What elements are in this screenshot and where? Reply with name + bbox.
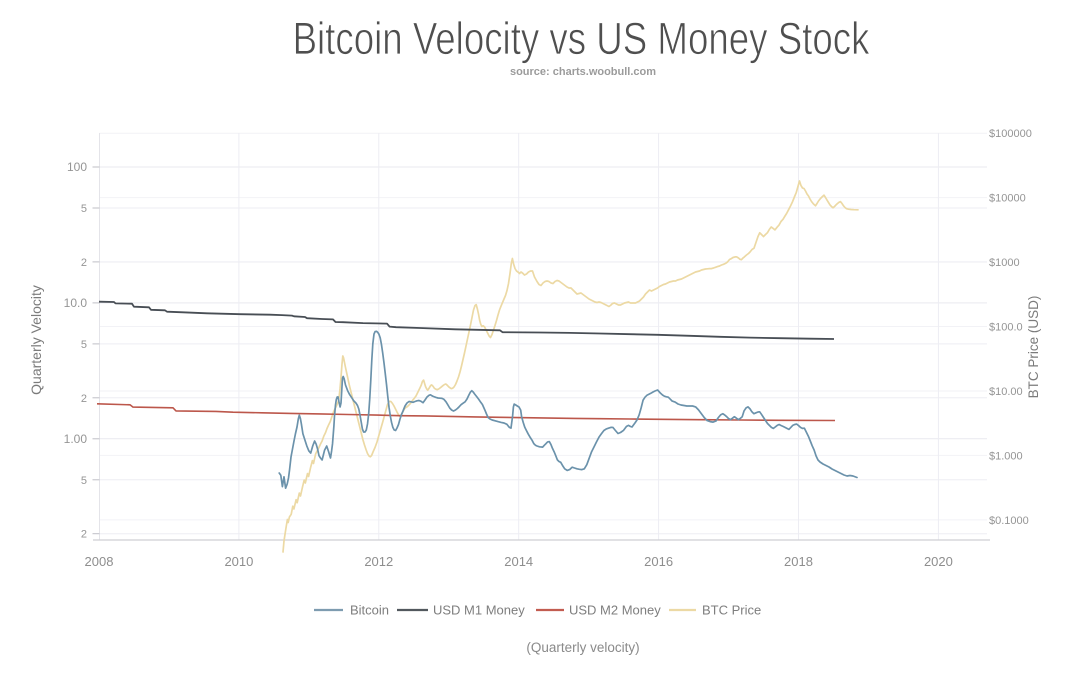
svg-text:2010: 2010	[224, 554, 253, 569]
svg-text:Bitcoin: Bitcoin	[350, 603, 389, 618]
svg-text:Quarterly Velocity: Quarterly Velocity	[28, 285, 44, 395]
svg-text:$10.00: $10.00	[989, 386, 1023, 398]
svg-text:2008: 2008	[85, 554, 114, 569]
svg-text:USD M1 Money: USD M1 Money	[433, 603, 525, 618]
svg-text:$1000: $1000	[989, 257, 1020, 269]
svg-text:(Quarterly velocity): (Quarterly velocity)	[526, 640, 639, 655]
svg-text:5: 5	[81, 475, 87, 487]
svg-text:USD M2 Money: USD M2 Money	[569, 603, 661, 618]
svg-text:2: 2	[81, 529, 87, 541]
svg-text:2014: 2014	[504, 554, 533, 569]
svg-text:2: 2	[81, 257, 87, 269]
svg-text:10.0: 10.0	[64, 296, 88, 310]
svg-text:$100000: $100000	[989, 128, 1032, 140]
svg-text:2012: 2012	[364, 554, 393, 569]
svg-text:100: 100	[67, 160, 87, 174]
svg-text:$1.000: $1.000	[989, 450, 1023, 462]
svg-text:$100.0: $100.0	[989, 322, 1023, 334]
svg-text:$10000: $10000	[989, 193, 1026, 205]
svg-text:BTC Price (USD): BTC Price (USD)	[1026, 296, 1041, 399]
svg-text:2020: 2020	[924, 554, 953, 569]
svg-text:5: 5	[81, 339, 87, 351]
svg-text:BTC Price: BTC Price	[702, 603, 761, 618]
svg-text:1.00: 1.00	[64, 432, 88, 446]
svg-text:2: 2	[81, 393, 87, 405]
svg-text:2018: 2018	[784, 554, 813, 569]
svg-text:$0.1000: $0.1000	[989, 515, 1029, 527]
svg-text:2016: 2016	[644, 554, 673, 569]
svg-text:5: 5	[81, 203, 87, 215]
